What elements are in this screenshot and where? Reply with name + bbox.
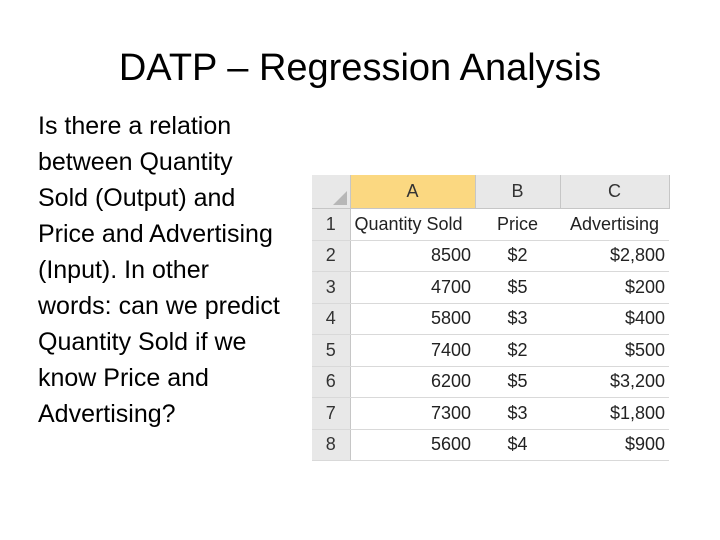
cell[interactable]: 4700 xyxy=(350,271,475,304)
cell[interactable]: 5600 xyxy=(350,429,475,461)
cell[interactable]: $3 xyxy=(475,303,560,335)
table-row: 8 5600 $4 $900 xyxy=(312,429,669,461)
row-header[interactable]: 2 xyxy=(312,240,351,272)
cell[interactable]: $4 xyxy=(475,429,560,461)
select-all-triangle-icon xyxy=(332,191,347,205)
row-header[interactable]: 3 xyxy=(312,271,351,304)
row-header[interactable]: 1 xyxy=(312,208,351,241)
table-row: 1 Quantity Sold Price Advertising xyxy=(312,208,669,241)
row-header[interactable]: 7 xyxy=(312,397,351,430)
table-row: 3 4700 $5 $200 xyxy=(312,271,669,304)
slide-body-text: Is there a relation between Quantity Sol… xyxy=(38,112,280,428)
cell[interactable]: Price xyxy=(475,208,560,241)
table-row: 7 7300 $3 $1,800 xyxy=(312,397,669,430)
cell[interactable]: $3 xyxy=(475,397,560,430)
slide-title: DATP – Regression Analysis xyxy=(118,47,602,89)
cell[interactable]: Quantity Sold xyxy=(350,208,475,241)
cell[interactable]: $2,800 xyxy=(560,240,669,272)
cell[interactable]: Advertising xyxy=(560,208,669,241)
cell[interactable]: $200 xyxy=(560,271,669,304)
row-header[interactable]: 5 xyxy=(312,334,351,367)
cell[interactable]: 7400 xyxy=(350,334,475,367)
spreadsheet: A B C 1 Quantity Sold Price Advertising … xyxy=(312,175,670,461)
row-header[interactable]: 4 xyxy=(312,303,351,335)
cell[interactable]: $5 xyxy=(475,366,560,398)
cell[interactable]: 6200 xyxy=(350,366,475,398)
spreadsheet-grid: A B C 1 Quantity Sold Price Advertising … xyxy=(312,175,670,461)
cell[interactable]: 7300 xyxy=(350,397,475,430)
column-header-row: A B C xyxy=(312,175,670,209)
cell[interactable]: 8500 xyxy=(350,240,475,272)
table-row: 5 7400 $2 $500 xyxy=(312,334,669,367)
cell[interactable]: 5800 xyxy=(350,303,475,335)
cell[interactable]: $400 xyxy=(560,303,669,335)
cell[interactable]: $2 xyxy=(475,240,560,272)
cell[interactable]: $500 xyxy=(560,334,669,367)
select-all-corner[interactable] xyxy=(312,175,351,209)
row-header[interactable]: 6 xyxy=(312,366,351,398)
column-header-b[interactable]: B xyxy=(475,175,561,209)
row-header[interactable]: 8 xyxy=(312,429,351,461)
cell[interactable]: $5 xyxy=(475,271,560,304)
table-row: 4 5800 $3 $400 xyxy=(312,303,669,335)
column-header-a[interactable]: A xyxy=(350,175,476,209)
cell[interactable]: $2 xyxy=(475,334,560,367)
table-row: 6 6200 $5 $3,200 xyxy=(312,366,669,398)
table-row: 2 8500 $2 $2,800 xyxy=(312,240,669,272)
column-header-c[interactable]: C xyxy=(560,175,670,209)
cell[interactable]: $900 xyxy=(560,429,669,461)
cell[interactable]: $3,200 xyxy=(560,366,669,398)
cell[interactable]: $1,800 xyxy=(560,397,669,430)
